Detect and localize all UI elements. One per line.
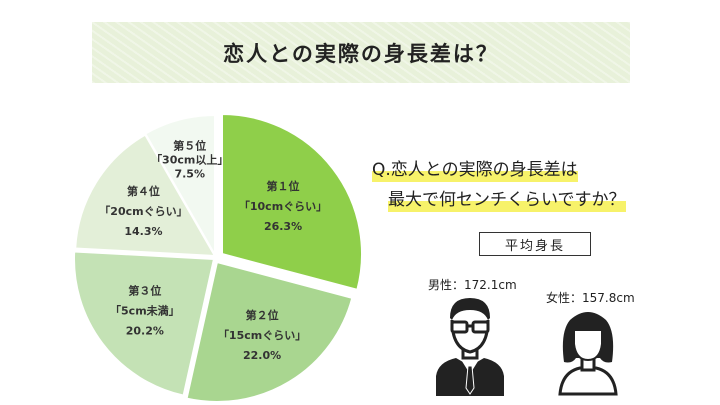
- female-average-label: 女性：157.8cm: [546, 291, 635, 305]
- male-average-label: 男性：172.1cm: [428, 278, 517, 292]
- slice-category-label-3: 「5cm未満」: [110, 303, 180, 317]
- average-height-box: 平均身長: [479, 232, 591, 256]
- slice-percent-label-2: 22.0%: [243, 349, 281, 362]
- slice-category-label-1: 「10cmぐらい」: [239, 199, 327, 213]
- man-with-glasses-icon: [436, 298, 504, 396]
- pie-slice-1: [221, 112, 363, 292]
- pie-slice-2: [185, 260, 354, 403]
- banner-title: 恋人との実際の身長差は？: [223, 41, 499, 66]
- slice-rank-label-5: 第５位: [173, 138, 206, 152]
- question-line-2: 最大で何センチくらいですか？: [388, 188, 626, 212]
- pie-slice-5: [143, 113, 216, 259]
- slice-category-label-5: 「30cm以上」: [151, 152, 228, 166]
- question-line-1: Q.恋人との実際の身長差は: [372, 158, 578, 182]
- slice-rank-label-4: 第４位: [127, 184, 160, 198]
- pie-slice-4: [74, 133, 217, 258]
- slice-percent-label-4: 14.3%: [124, 225, 162, 238]
- question-block: Q.恋人との実際の身長差は 最大で何センチくらいですか？: [372, 158, 720, 212]
- slice-rank-label-1: 第１位: [267, 179, 300, 193]
- title-banner: 恋人との実際の身長差は？: [92, 22, 630, 83]
- woman-icon: [558, 312, 618, 396]
- slice-rank-label-3: 第３位: [128, 283, 161, 297]
- slice-percent-label-5: 7.5%: [174, 167, 205, 180]
- slice-category-label-2: 「15cmぐらい」: [218, 328, 306, 342]
- slice-percent-label-3: 20.2%: [126, 324, 164, 337]
- pie-slice-3: [73, 250, 216, 397]
- slice-percent-label-1: 26.3%: [264, 220, 302, 233]
- slice-rank-label-2: 第２位: [246, 308, 279, 322]
- slice-category-label-4: 「20cmぐらい」: [99, 204, 187, 218]
- pie-chart: 第１位「10cmぐらい」 26.3% 第２位「15cmぐらい」 22.0% 第３位「5c…: [73, 112, 363, 403]
